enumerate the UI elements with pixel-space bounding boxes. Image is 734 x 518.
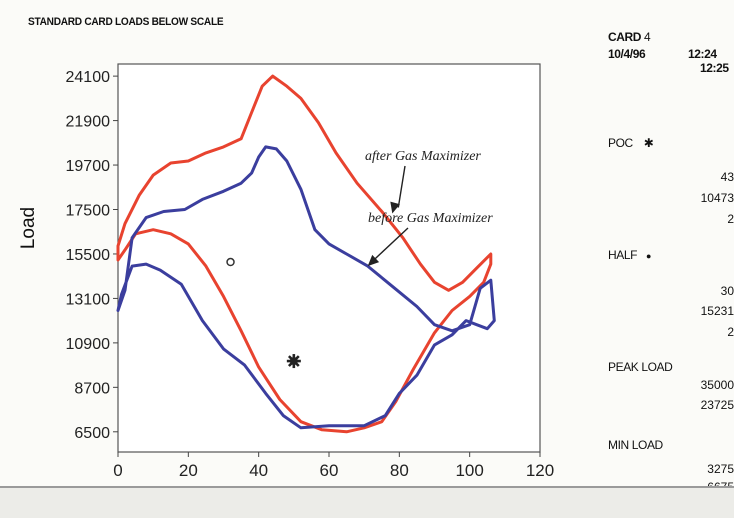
card-info-panel: CARD 4 10/4/96 12:24 12:25 POC ✱ 43 1047… xyxy=(608,30,734,494)
bottom-shadow xyxy=(0,488,734,518)
min-load-label: MIN LOAD xyxy=(608,438,663,452)
y-tick-label: 21900 xyxy=(66,114,111,131)
x-tick-label: 80 xyxy=(390,461,409,480)
half-label-text: HALF xyxy=(608,248,638,262)
plot-frame xyxy=(117,63,541,453)
card-time-1: 12:24 xyxy=(688,47,717,61)
y-tick-label: 15500 xyxy=(66,247,111,264)
x-tick-label: 40 xyxy=(249,461,268,480)
y-tick-label: 10900 xyxy=(66,336,111,353)
annotation-arrow-shaft xyxy=(397,165,406,208)
bottom-divider xyxy=(0,486,734,488)
x-tick-label: 0 xyxy=(113,461,122,480)
peak-load-value-1: 35000 xyxy=(700,378,734,392)
y-tick-label: 13100 xyxy=(66,291,111,308)
x-tick-label: 120 xyxy=(526,461,554,480)
half-value-3: 2 xyxy=(727,325,734,339)
after-gas-maximizer-line xyxy=(116,74,493,434)
poc-label-text: POC xyxy=(608,136,633,150)
y-tick-label: 8700 xyxy=(74,380,110,397)
half-value-1: 30 xyxy=(720,284,734,298)
min-load-value-1: 3275 xyxy=(707,462,734,476)
half-marker xyxy=(226,257,235,267)
card-label: CARD xyxy=(608,30,642,44)
half-label: HALF ● xyxy=(608,248,651,262)
chart-title: STANDARD CARD LOADS BELOW SCALE xyxy=(28,16,224,28)
card-label-row: CARD 4 xyxy=(608,30,651,44)
y-tick-label: 19700 xyxy=(66,158,111,175)
x-tick-label: 20 xyxy=(179,461,198,480)
annotation-arrow-shaft xyxy=(373,227,409,261)
y-axis-label: Load xyxy=(18,207,39,249)
star-icon: ✱ xyxy=(643,136,654,150)
peak-load-label: PEAK LOAD xyxy=(608,360,673,374)
half-value-2: 15231 xyxy=(700,304,734,318)
before-gas-maximizer-line xyxy=(116,145,496,430)
poc-label: POC ✱ xyxy=(608,136,654,150)
x-tick-label: 60 xyxy=(320,461,339,480)
after-gas-maximizer-annotation: after Gas Maximizer xyxy=(365,149,481,164)
poc-value-2: 10473 xyxy=(700,191,734,205)
y-tick-label: 24100 xyxy=(66,69,111,86)
annotation-arrow-head xyxy=(367,254,380,267)
annotation-arrow-head xyxy=(390,201,400,214)
x-tick-label: 100 xyxy=(455,461,483,480)
card-time-2: 12:25 xyxy=(700,61,729,75)
poc-value-1: 43 xyxy=(720,170,734,184)
card-number: 4 xyxy=(644,30,651,44)
before-gas-maximizer-annotation: before Gas Maximizer xyxy=(368,211,493,226)
y-tick-label: 17500 xyxy=(66,203,111,220)
poc-value-3: 2 xyxy=(727,212,734,226)
circle-marker-icon: ● xyxy=(646,251,652,261)
peak-load-value-2: 23725 xyxy=(700,398,734,412)
star-core xyxy=(289,357,298,366)
poc-star-marker xyxy=(286,354,301,369)
y-tick-label: 6500 xyxy=(74,425,110,442)
card-date: 10/4/96 xyxy=(608,47,646,61)
